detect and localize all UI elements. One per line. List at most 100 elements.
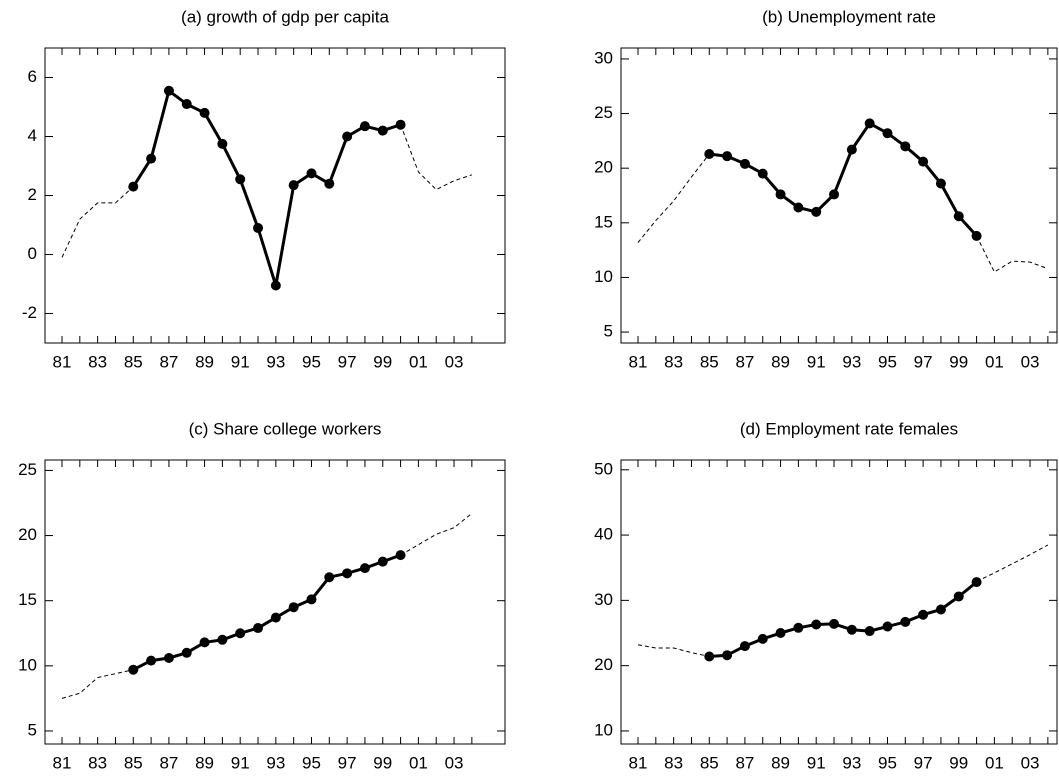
- x-tick-label: 87: [159, 753, 178, 772]
- x-tick-label: 91: [231, 753, 250, 772]
- x-tick-label: 03: [445, 352, 464, 371]
- point: [829, 618, 840, 629]
- point: [306, 594, 317, 605]
- x-tick-label: 81: [53, 753, 72, 772]
- x-tick-label: 99: [949, 753, 968, 772]
- point: [793, 622, 804, 633]
- x-tick-label: 89: [771, 352, 790, 371]
- y-tick-label: 15: [594, 212, 613, 231]
- solid-line: [709, 121, 978, 237]
- panel-title: (c) Share college workers: [189, 419, 382, 438]
- panel-title: (d) Employment rate females: [740, 419, 958, 438]
- y-tick-label: 5: [604, 322, 613, 341]
- x-tick-label: 93: [266, 753, 285, 772]
- plot-frame: [44, 47, 506, 344]
- point: [829, 189, 840, 200]
- x-tick-label: 85: [700, 352, 719, 371]
- point: [342, 568, 353, 579]
- point: [739, 641, 750, 652]
- dashed-line: [637, 544, 1049, 657]
- point: [377, 556, 388, 567]
- point: [324, 178, 335, 189]
- point: [163, 653, 174, 664]
- point: [146, 655, 157, 666]
- point: [270, 280, 281, 291]
- point: [217, 634, 228, 645]
- dashed-line: [637, 153, 1049, 273]
- x-tick-label: 93: [266, 352, 285, 371]
- point: [757, 168, 768, 179]
- point: [181, 99, 192, 110]
- point: [217, 138, 228, 149]
- y-tick-label: 20: [594, 158, 613, 177]
- x-tick-label: 83: [88, 753, 107, 772]
- point: [395, 119, 406, 130]
- y-tick-label: -2: [22, 303, 37, 322]
- y-tick-label: 30: [594, 590, 613, 609]
- point: [704, 651, 715, 662]
- point: [793, 202, 804, 213]
- x-tick-label: 83: [664, 753, 683, 772]
- x-tick-label: 01: [985, 352, 1004, 371]
- x-tick-label: 91: [231, 352, 250, 371]
- x-tick-label: 97: [338, 352, 357, 371]
- point: [324, 572, 335, 583]
- point: [953, 211, 964, 222]
- point: [864, 626, 875, 637]
- point: [811, 206, 822, 217]
- point: [971, 230, 982, 241]
- x-tick-label: 87: [159, 352, 178, 371]
- x-tick-label: 83: [664, 352, 683, 371]
- x-tick-label: 03: [445, 753, 464, 772]
- point: [270, 612, 281, 623]
- x-tick-label: 99: [949, 352, 968, 371]
- point: [306, 168, 317, 179]
- y-tick-label: 40: [594, 525, 613, 544]
- y-tick-label: 25: [18, 460, 37, 479]
- point: [359, 563, 370, 574]
- point: [918, 609, 929, 620]
- x-tick-label: 99: [373, 753, 392, 772]
- y-tick-label: 50: [594, 459, 613, 478]
- x-tick-label: 89: [195, 352, 214, 371]
- point: [199, 107, 210, 118]
- x-tick-label: 81: [53, 352, 72, 371]
- x-tick-label: 89: [771, 753, 790, 772]
- point: [163, 85, 174, 96]
- point: [722, 650, 733, 661]
- x-tick-label: 87: [735, 753, 754, 772]
- point: [342, 131, 353, 142]
- solid-line: [132, 553, 402, 672]
- point: [757, 633, 768, 644]
- point: [181, 647, 192, 658]
- x-tick-label: 01: [409, 753, 428, 772]
- x-tick-label: 81: [629, 753, 648, 772]
- point: [882, 128, 893, 139]
- point: [395, 550, 406, 561]
- x-tick-label: 01: [409, 352, 428, 371]
- point: [704, 148, 715, 159]
- x-tick-label: 01: [985, 753, 1004, 772]
- y-tick-label: 5: [28, 720, 37, 739]
- point: [900, 616, 911, 627]
- point: [235, 628, 246, 639]
- x-tick-label: 85: [700, 753, 719, 772]
- point: [935, 604, 946, 615]
- x-tick-label: 93: [842, 753, 861, 772]
- x-tick-label: 97: [338, 753, 357, 772]
- x-tick-label: 87: [735, 352, 754, 371]
- plot-frame: [620, 459, 1058, 745]
- solid-line: [132, 89, 402, 287]
- point: [953, 591, 964, 602]
- point: [900, 141, 911, 152]
- y-tick-label: 10: [18, 655, 37, 674]
- point: [128, 664, 139, 675]
- point: [235, 174, 246, 185]
- y-tick-label: 0: [28, 244, 37, 263]
- x-tick-label: 03: [1021, 753, 1040, 772]
- plot-frame: [44, 459, 506, 745]
- point: [935, 178, 946, 189]
- y-tick-label: 2: [28, 185, 37, 204]
- y-tick-label: 30: [594, 48, 613, 67]
